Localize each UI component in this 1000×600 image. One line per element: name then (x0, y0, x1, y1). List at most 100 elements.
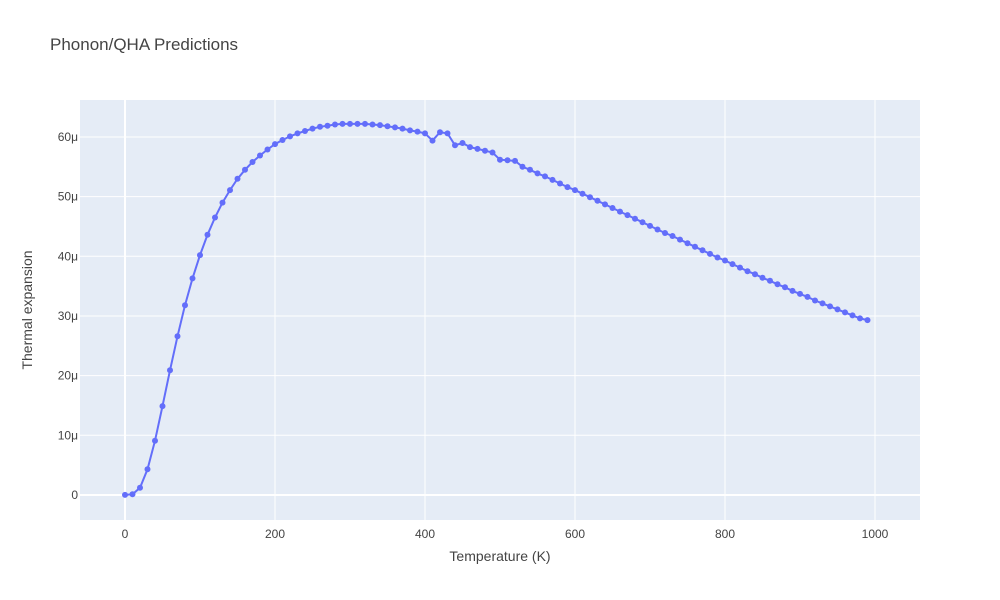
data-point[interactable] (534, 170, 541, 177)
data-point[interactable] (467, 144, 473, 151)
data-point[interactable] (804, 293, 811, 300)
data-point[interactable] (512, 157, 518, 164)
data-point[interactable] (354, 120, 361, 127)
data-point[interactable] (362, 120, 368, 127)
data-point[interactable] (684, 240, 691, 247)
data-point[interactable] (347, 120, 353, 127)
data-point[interactable] (174, 333, 181, 340)
data-point[interactable] (129, 491, 136, 498)
data-point[interactable] (399, 125, 406, 132)
data-point[interactable] (302, 128, 308, 134)
data-point[interactable] (339, 120, 346, 127)
data-point[interactable] (722, 257, 728, 264)
data-point[interactable] (167, 367, 173, 374)
data-point[interactable] (452, 142, 458, 149)
data-point[interactable] (767, 277, 773, 284)
data-point[interactable] (137, 484, 143, 491)
data-point[interactable] (752, 271, 758, 278)
data-point[interactable] (264, 146, 271, 153)
data-point[interactable] (474, 145, 481, 152)
data-point[interactable] (759, 274, 766, 281)
data-point[interactable] (429, 137, 436, 144)
data-point[interactable] (279, 137, 286, 143)
data-point[interactable] (407, 127, 413, 134)
data-point[interactable] (482, 147, 488, 154)
data-point[interactable] (812, 297, 818, 304)
data-point[interactable] (782, 284, 788, 291)
data-point[interactable] (557, 180, 563, 187)
data-point[interactable] (729, 261, 736, 268)
data-point[interactable] (677, 236, 683, 243)
data-point[interactable] (257, 152, 263, 159)
data-point[interactable] (849, 312, 856, 319)
data-point[interactable] (144, 466, 151, 473)
data-point[interactable] (324, 122, 331, 129)
data-point[interactable] (797, 290, 803, 297)
data-point[interactable] (392, 124, 398, 131)
data-point[interactable] (242, 166, 248, 173)
data-point[interactable] (234, 175, 241, 182)
data-point[interactable] (197, 252, 203, 259)
data-point[interactable] (617, 208, 623, 215)
data-point[interactable] (549, 176, 556, 183)
data-point[interactable] (662, 230, 668, 236)
data-point[interactable] (414, 128, 421, 135)
data-point[interactable] (699, 247, 706, 254)
data-point[interactable] (272, 141, 278, 148)
data-point[interactable] (317, 123, 323, 130)
data-point[interactable] (819, 300, 826, 307)
data-point[interactable] (489, 149, 496, 156)
data-point[interactable] (152, 437, 158, 444)
data-point[interactable] (219, 199, 226, 206)
data-point[interactable] (384, 123, 391, 130)
data-point[interactable] (827, 303, 833, 310)
data-point[interactable] (834, 306, 841, 313)
data-point[interactable] (527, 166, 533, 173)
data-point[interactable] (212, 214, 218, 221)
data-point[interactable] (609, 205, 616, 211)
data-point[interactable] (594, 197, 601, 204)
data-point[interactable] (182, 302, 188, 309)
data-point[interactable] (857, 315, 863, 322)
data-point[interactable] (692, 243, 698, 250)
data-point[interactable] (669, 233, 676, 239)
data-point[interactable] (564, 184, 571, 191)
data-point[interactable] (497, 156, 503, 163)
data-point[interactable] (287, 133, 293, 140)
data-point[interactable] (602, 201, 608, 208)
data-point[interactable] (774, 281, 781, 288)
data-point[interactable] (422, 130, 428, 137)
data-point[interactable] (842, 309, 848, 316)
data-point[interactable] (159, 403, 166, 410)
data-point[interactable] (309, 125, 316, 132)
data-point[interactable] (122, 491, 128, 498)
data-point[interactable] (639, 219, 646, 226)
data-point[interactable] (519, 163, 526, 170)
data-point[interactable] (444, 130, 451, 137)
data-point[interactable] (647, 222, 653, 229)
data-point[interactable] (572, 187, 578, 194)
data-point[interactable] (249, 159, 256, 165)
data-point[interactable] (332, 121, 338, 128)
data-point[interactable] (377, 122, 383, 129)
data-point[interactable] (459, 140, 466, 146)
data-point[interactable] (204, 231, 211, 238)
data-point[interactable] (227, 187, 233, 194)
data-point[interactable] (369, 121, 376, 128)
data-point[interactable] (624, 212, 631, 219)
data-point[interactable] (654, 226, 661, 233)
data-point[interactable] (737, 264, 743, 271)
data-point[interactable] (579, 190, 586, 197)
data-point[interactable] (189, 275, 196, 282)
data-point[interactable] (714, 254, 721, 261)
data-point[interactable] (437, 129, 443, 136)
data-point[interactable] (744, 268, 751, 275)
data-point[interactable] (294, 130, 301, 137)
data-point[interactable] (632, 215, 638, 222)
data-point[interactable] (542, 173, 548, 180)
data-point[interactable] (587, 194, 593, 201)
data-point[interactable] (707, 250, 713, 257)
data-point[interactable] (864, 317, 871, 324)
data-point[interactable] (504, 157, 511, 164)
data-point[interactable] (789, 287, 796, 294)
